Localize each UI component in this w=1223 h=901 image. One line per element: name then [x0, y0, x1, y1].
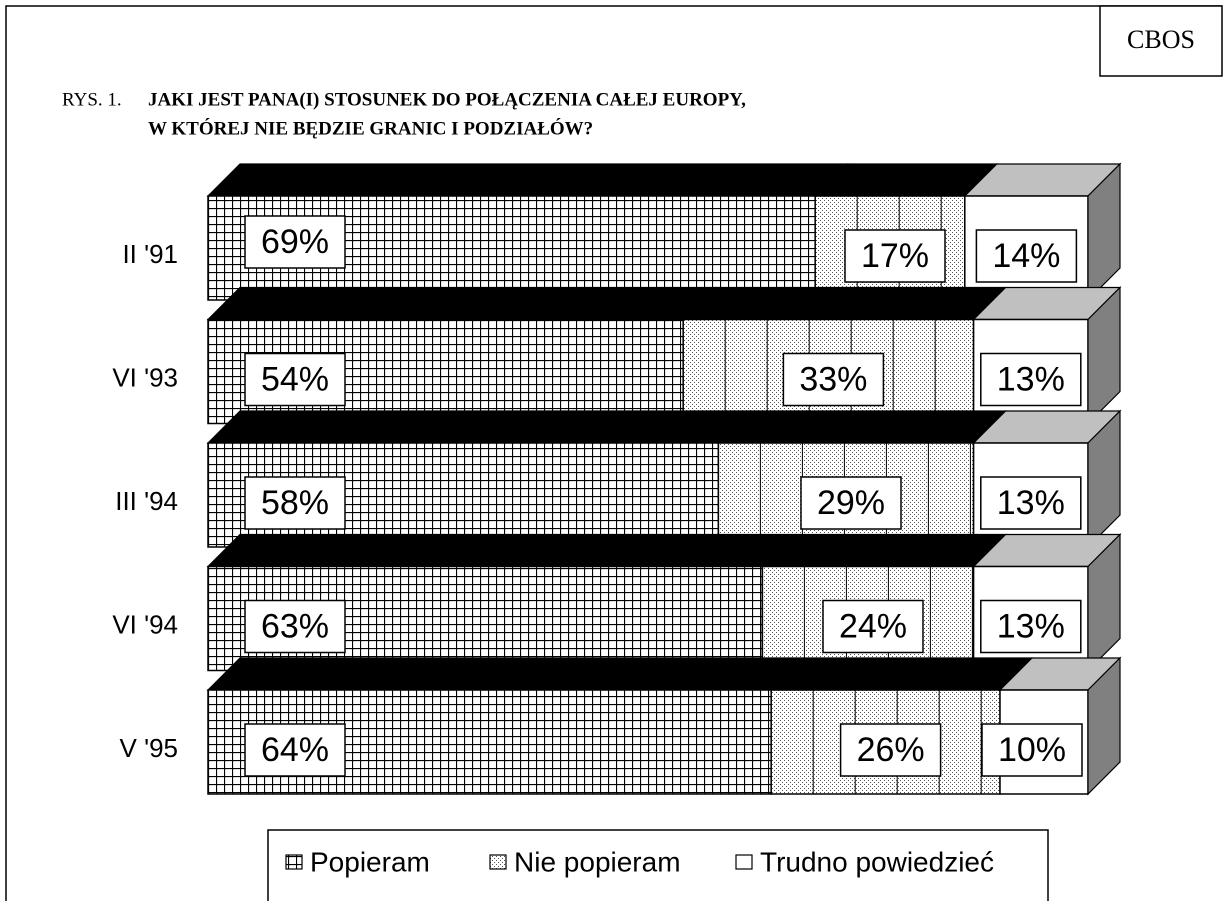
legend-swatch	[735, 854, 753, 870]
bar-top	[206, 410, 752, 444]
source: CBOS	[1127, 25, 1195, 54]
source-box	[1099, 5, 1223, 77]
value-label-box	[244, 352, 346, 407]
value-label-box	[975, 229, 1078, 283]
value-label: 13%	[997, 607, 1065, 645]
value-label-box	[980, 599, 1082, 654]
bar-top	[206, 533, 796, 568]
value-label: 33%	[799, 360, 867, 398]
y-tick-label: VI '93	[112, 362, 178, 392]
value-label: 29%	[817, 484, 885, 522]
value-label: 13%	[997, 360, 1065, 398]
value-label-box	[244, 599, 346, 654]
legend-label: Nie popieram	[514, 846, 681, 877]
bar-side	[1087, 286, 1121, 425]
value-label: 13%	[997, 484, 1065, 522]
y-tick-label: III '94	[115, 486, 178, 516]
bar-top	[206, 163, 849, 197]
value-label: 54%	[261, 360, 329, 398]
value-label-box	[800, 476, 902, 530]
bar-top	[769, 657, 1034, 691]
bar-side	[1087, 656, 1121, 796]
chart-title: JAKI JEST PANA(I) STOSUNEK DO POŁĄCZENIA…	[148, 89, 746, 110]
value-label-box	[981, 723, 1083, 777]
bar-top	[681, 286, 1008, 321]
y-tick-label: V '95	[120, 733, 178, 763]
bar-top	[206, 286, 717, 321]
y-tick-label: VI '94	[112, 609, 178, 639]
value-label: 58%	[261, 484, 329, 522]
value-label-box	[244, 476, 346, 530]
value-label-box	[244, 215, 346, 269]
value-label-box	[839, 723, 942, 777]
bar-side	[1087, 162, 1121, 302]
legend-label: Popieram	[310, 846, 430, 877]
bar-side	[1087, 533, 1121, 672]
value-label-box	[980, 476, 1082, 530]
legend-swatch	[489, 854, 507, 870]
frame	[5, 5, 1222, 901]
value-label: 14%	[992, 237, 1060, 275]
value-label: 69%	[261, 223, 329, 261]
value-label: 17%	[861, 237, 929, 275]
figure-label: RYS. 1.	[62, 89, 122, 110]
y-tick-label: II '91	[122, 239, 178, 269]
value-label: 26%	[857, 731, 925, 769]
value-label: 63%	[261, 607, 329, 645]
value-label-box	[822, 599, 924, 654]
chart-title: W KTÓREJ NIE BĘDZIE GRANIC I PODZIAŁÓW?	[148, 117, 593, 139]
value-label-box	[844, 229, 946, 283]
value-label-box	[980, 352, 1082, 407]
value-label-box	[244, 723, 346, 777]
bar-top	[716, 410, 1008, 444]
legend	[267, 829, 1049, 901]
value-label: 10%	[998, 731, 1066, 769]
legend-label: Trudno powiedzieć	[760, 846, 994, 877]
bar-top	[760, 533, 1008, 568]
legend-swatch	[285, 854, 303, 870]
bar-side	[1087, 409, 1121, 549]
value-label-box	[782, 352, 885, 407]
value-label: 24%	[839, 607, 907, 645]
bar-top	[206, 657, 805, 691]
value-label: 64%	[261, 731, 329, 769]
